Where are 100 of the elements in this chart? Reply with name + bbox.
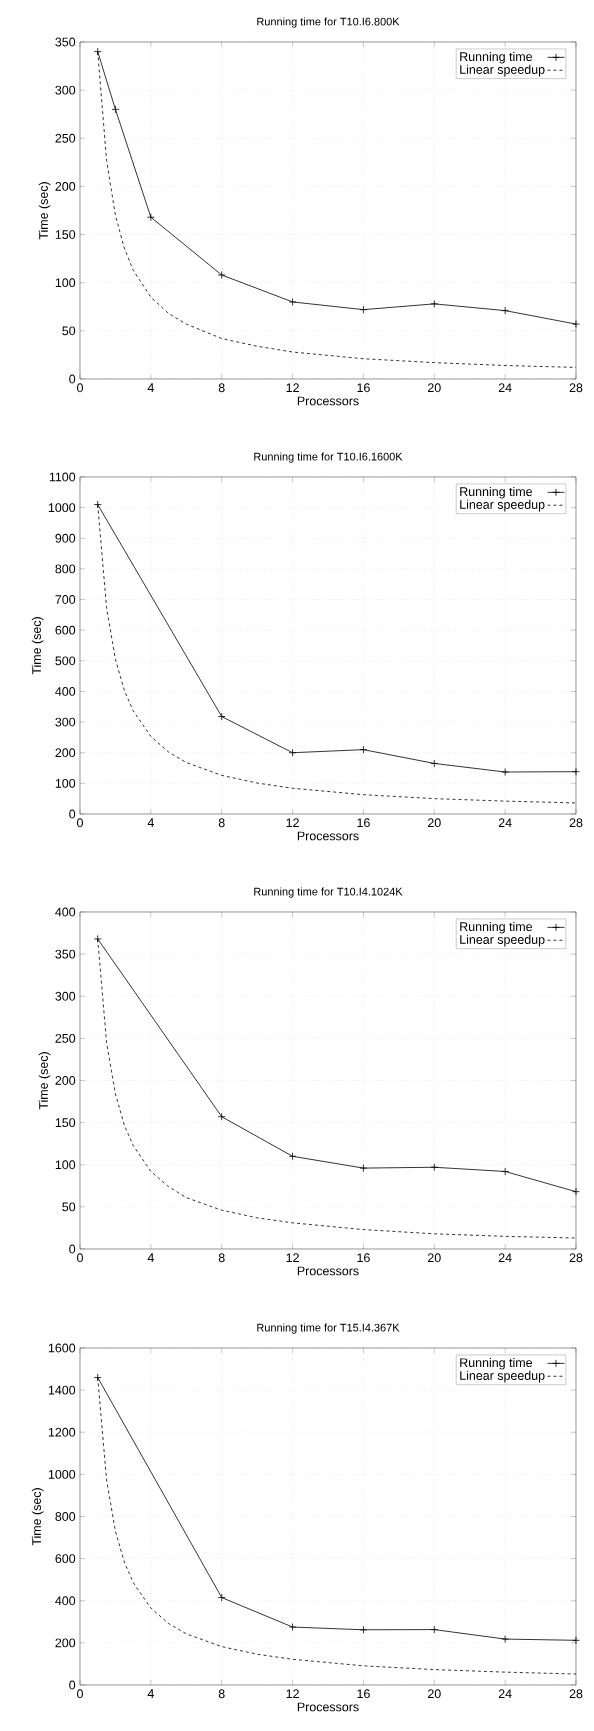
point [501,306,510,315]
point [111,105,120,114]
y-tick-label: 0 [69,809,76,819]
legend-label: Running time [460,1357,533,1370]
legend-label: Linear speedup [460,64,545,77]
y-tick-label: 400 [55,687,76,696]
y-tick-label: 1000 [48,1469,76,1479]
point [93,935,102,943]
y-tick-label: 0 [69,1680,76,1690]
y-tick-label: 250 [55,1033,76,1043]
chart-title: Running time for T10.I6.800K [257,17,400,28]
y-tick-label: 100 [55,1160,76,1170]
point [93,47,102,56]
y-axis-title: Time (sec) [38,1052,51,1110]
y-tick-label: 350 [55,949,76,959]
y-tick-label: 700 [55,595,76,604]
y-tick-label: 300 [55,717,76,727]
legend-label: Running time [460,921,533,934]
point [430,759,439,768]
y-tick-label: 150 [55,1118,76,1128]
x-tick-label: 28 [569,383,583,393]
y-tick-label: 200 [55,1076,76,1085]
y-tick-label: 1200 [48,1427,76,1437]
x-tick-label: 0 [77,818,83,828]
y-axis-title: Time (sec) [38,182,51,240]
x-tick-label: 24 [498,818,512,828]
y-tick-label: 350 [55,37,76,47]
x-tick-label: 20 [427,818,441,828]
y-tick-label: 0 [69,1244,76,1254]
x-tick-label: 24 [498,1689,512,1699]
chart-title: Running time for T10.I4.1024K [254,887,403,898]
x-tick-label: 28 [569,1253,583,1263]
point [501,1167,510,1176]
x-tick-label: 8 [218,1253,225,1263]
y-tick-label: 300 [55,991,76,1001]
x-tick-label: 0 [77,1253,83,1263]
legend-label: Running time [460,51,533,64]
x-axis-title: Processors [297,1266,359,1276]
legend-label: Running time [460,486,533,499]
point [217,271,226,279]
x-tick-label: 4 [147,818,154,827]
chart-title: Running time for T15.I4.367K [257,1323,400,1334]
y-tick-label: 400 [55,907,76,917]
y-axis-title: Time (sec) [31,617,44,675]
x-tick-label: 16 [357,818,370,828]
x-tick-label: 16 [357,1689,370,1699]
point [359,1625,368,1634]
x-tick-label: 12 [286,1689,299,1699]
y-tick-label: 100 [55,778,76,788]
x-tick-label: 28 [569,818,583,828]
x-tick-label: 12 [286,1253,299,1263]
point [430,1163,439,1172]
x-tick-label: 16 [357,1253,370,1263]
point [359,305,368,314]
legend-label: Linear speedup [460,499,545,512]
point [572,1187,580,1196]
point [572,767,580,776]
point [288,1152,297,1161]
x-tick-label: 24 [498,1253,512,1263]
point [359,1164,368,1172]
point [288,748,297,757]
y-tick-label: 1600 [48,1343,76,1353]
y-tick-label: 0 [69,374,76,384]
y-tick-label: 200 [55,748,76,758]
x-tick-label: 20 [427,1253,441,1263]
point [93,500,102,509]
point [217,712,226,721]
y-tick-label: 600 [55,625,76,635]
y-tick-label: 400 [55,1596,76,1606]
x-tick-label: 4 [147,1253,154,1262]
y-tick-label: 150 [55,230,76,239]
x-axis-title: Processors [297,396,359,406]
point [430,1625,439,1634]
x-tick-label: 20 [427,1689,441,1699]
x-tick-label: 8 [218,383,225,393]
x-tick-label: 12 [286,818,299,828]
y-tick-label: 1000 [48,503,76,513]
point [146,213,155,222]
y-tick-label: 800 [55,564,76,574]
y-tick-label: 100 [55,278,76,288]
x-axis-title: Processors [297,1702,359,1712]
point [93,1373,102,1382]
y-tick-label: 800 [55,1512,76,1521]
point [572,320,580,328]
point [430,299,439,308]
x-tick-label: 0 [77,383,83,393]
point [359,745,368,754]
y-tick-label: 600 [55,1554,76,1564]
point [288,298,297,306]
point [288,1623,297,1631]
point [501,1635,510,1643]
legend-label: Linear speedup [460,934,545,947]
x-tick-label: 0 [77,1689,83,1699]
x-tick-label: 4 [147,1689,154,1698]
y-tick-label: 200 [55,1638,76,1648]
y-axis-title: Time (sec) [31,1488,44,1546]
y-tick-label: 500 [55,656,76,666]
y-tick-label: 300 [55,85,76,95]
x-tick-label: 8 [218,1689,225,1699]
x-tick-label: 16 [357,383,370,393]
